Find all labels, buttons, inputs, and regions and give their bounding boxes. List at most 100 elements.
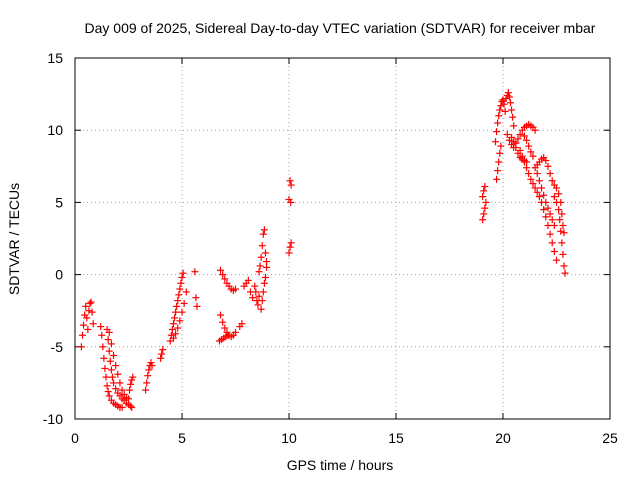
data-point xyxy=(546,210,554,218)
data-point xyxy=(89,320,97,328)
data-point xyxy=(217,266,225,274)
data-point xyxy=(87,298,95,306)
data-point xyxy=(77,343,85,351)
grid-lines xyxy=(75,58,610,419)
data-point xyxy=(98,331,106,339)
data-point xyxy=(540,206,548,214)
data-point xyxy=(493,128,501,136)
x-axis-label: GPS time / hours xyxy=(287,457,394,473)
data-point xyxy=(553,256,560,264)
data-point xyxy=(501,107,509,115)
data-point xyxy=(548,239,556,247)
data-point xyxy=(500,100,508,108)
data-point xyxy=(510,122,518,130)
data-point xyxy=(177,279,185,287)
data-point xyxy=(546,230,554,238)
data-point xyxy=(538,184,546,192)
data-point xyxy=(495,112,503,120)
data-point xyxy=(78,331,86,339)
data-point xyxy=(221,324,229,332)
data-point xyxy=(97,323,105,331)
data-point xyxy=(516,131,524,139)
data-point xyxy=(142,386,150,394)
data-point xyxy=(509,113,517,121)
data-point xyxy=(99,343,107,351)
data-point xyxy=(285,249,293,257)
data-point xyxy=(553,198,560,206)
data-point xyxy=(224,331,232,339)
data-point xyxy=(499,96,507,104)
data-point xyxy=(518,152,526,160)
data-point xyxy=(523,136,531,144)
data-point xyxy=(112,362,120,370)
data-point xyxy=(118,403,126,411)
x-tick-label: 15 xyxy=(388,430,404,446)
x-tick-label: 0 xyxy=(71,430,79,446)
data-point xyxy=(287,198,295,206)
data-point xyxy=(251,282,259,290)
data-point xyxy=(561,269,569,277)
y-axis-label: SDTVAR / TECUs xyxy=(6,183,22,295)
data-point xyxy=(255,268,263,276)
data-point xyxy=(258,242,266,250)
data-point xyxy=(496,149,504,157)
data-point xyxy=(550,222,558,230)
data-point xyxy=(558,239,566,247)
data-point xyxy=(258,297,266,305)
data-point xyxy=(110,351,118,359)
data-point xyxy=(238,320,246,328)
data-point xyxy=(175,291,183,299)
data-point xyxy=(88,308,96,316)
data-point xyxy=(533,188,541,196)
data-point xyxy=(254,301,262,309)
data-point xyxy=(559,250,567,258)
data-point xyxy=(548,216,556,224)
data-point xyxy=(261,249,269,257)
data-point xyxy=(173,302,181,310)
data-point xyxy=(542,198,550,206)
data-point xyxy=(544,222,552,230)
y-tick-label: 5 xyxy=(55,194,63,210)
data-point xyxy=(479,216,487,224)
data-point xyxy=(85,307,93,315)
data-point xyxy=(261,273,269,281)
data-point xyxy=(108,373,116,381)
data-point xyxy=(535,177,543,185)
data-point xyxy=(494,167,502,175)
data-point xyxy=(548,177,556,185)
data-point xyxy=(182,288,190,296)
data-point xyxy=(128,403,136,411)
x-tick-label: 10 xyxy=(281,430,297,446)
data-point xyxy=(171,314,179,322)
data-point xyxy=(105,392,113,400)
data-point xyxy=(259,230,267,238)
data-point xyxy=(174,324,182,332)
data-point xyxy=(114,370,122,378)
data-point xyxy=(257,253,265,261)
data-point xyxy=(104,336,112,344)
data-point xyxy=(232,285,239,293)
y-tick-label: 0 xyxy=(55,267,63,283)
data-point xyxy=(100,354,108,362)
data-point xyxy=(143,379,151,387)
data-point xyxy=(495,158,503,166)
data-point xyxy=(531,126,539,134)
data-point xyxy=(105,328,113,336)
data-point xyxy=(193,302,201,310)
data-point xyxy=(180,299,188,307)
y-axis-ticks: -10 -5 0 5 10 15 xyxy=(43,50,610,427)
data-point xyxy=(249,294,257,302)
data-point xyxy=(286,243,294,251)
data-point xyxy=(86,299,94,307)
data-point xyxy=(544,204,552,212)
data-point xyxy=(169,320,177,328)
data-point xyxy=(129,373,137,381)
data-point xyxy=(558,210,566,218)
data-point xyxy=(126,386,134,394)
data-point xyxy=(505,93,513,101)
data-point xyxy=(286,177,294,185)
y-tick-label: -5 xyxy=(51,339,64,355)
data-point xyxy=(550,247,558,255)
data-point xyxy=(83,314,91,322)
data-point xyxy=(542,157,550,165)
